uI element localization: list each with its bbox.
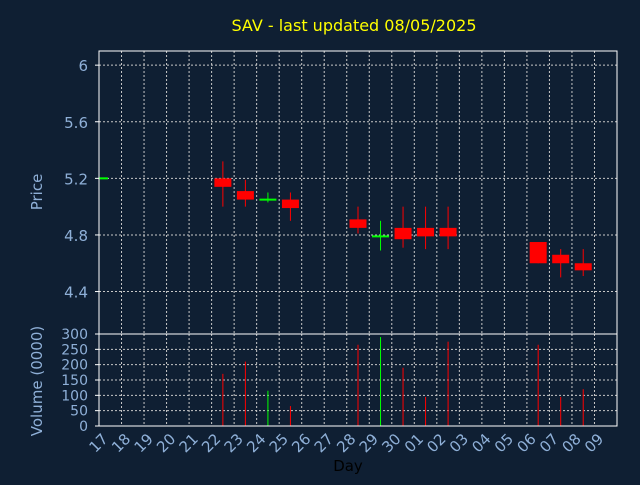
price-tick-label: 5.2 bbox=[64, 170, 88, 188]
price-tick-label: 4.4 bbox=[64, 284, 88, 302]
volume-tick-label: 150 bbox=[61, 373, 88, 389]
volume-bar bbox=[357, 344, 359, 426]
volume-bar bbox=[425, 396, 427, 426]
price-tick-label: 6 bbox=[78, 57, 88, 75]
volume-tick-label: 300 bbox=[61, 327, 88, 343]
chart-title: SAV - last updated 08/05/2025 bbox=[231, 16, 476, 35]
volume-tick-label: 0 bbox=[79, 419, 88, 435]
volume-panel: 0501001502002503001718192021222324252627… bbox=[61, 327, 618, 456]
volume-bar bbox=[289, 406, 291, 426]
volume-bar bbox=[560, 396, 562, 426]
volume-bar bbox=[244, 361, 246, 426]
candle-body bbox=[281, 199, 299, 209]
price-tick-label: 5.6 bbox=[64, 114, 88, 132]
candle-body bbox=[552, 254, 570, 264]
candle-body bbox=[417, 227, 435, 237]
x-axis-label: Day bbox=[333, 457, 363, 475]
candle-body bbox=[236, 191, 254, 200]
volume-bar bbox=[447, 341, 449, 426]
volume-bar bbox=[402, 367, 404, 426]
volume-tick-label: 250 bbox=[61, 342, 88, 358]
candle-body bbox=[529, 242, 547, 264]
price-panel: 4.4 4.8 5.2 5.6 6 bbox=[64, 50, 618, 335]
volume-bar bbox=[267, 390, 269, 426]
x-tick-label: 09 bbox=[581, 430, 607, 456]
price-plot-area bbox=[99, 51, 617, 334]
volume-bar bbox=[582, 389, 584, 426]
price-tick-label: 4.8 bbox=[64, 227, 88, 245]
candle-body bbox=[439, 227, 457, 237]
price-axis-label: Price bbox=[28, 174, 46, 211]
volume-frame bbox=[98, 333, 618, 427]
candle-body bbox=[214, 178, 232, 187]
volume-bar bbox=[222, 373, 224, 426]
candle-body bbox=[574, 263, 592, 271]
volume-axis-label: Volume (0000) bbox=[28, 326, 46, 436]
candle-body bbox=[394, 227, 412, 240]
volume-tick-label: 50 bbox=[70, 404, 88, 420]
candle-body bbox=[349, 219, 367, 228]
volume-bar bbox=[380, 337, 382, 426]
volume-tick-label: 200 bbox=[61, 358, 88, 374]
volume-bar bbox=[537, 344, 539, 426]
volume-tick-label: 100 bbox=[61, 388, 88, 404]
